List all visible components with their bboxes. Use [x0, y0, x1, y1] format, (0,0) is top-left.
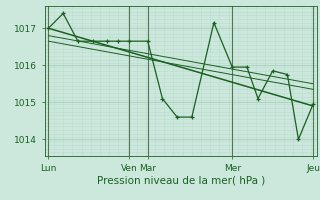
X-axis label: Pression niveau de la mer( hPa ): Pression niveau de la mer( hPa ) [97, 175, 265, 185]
